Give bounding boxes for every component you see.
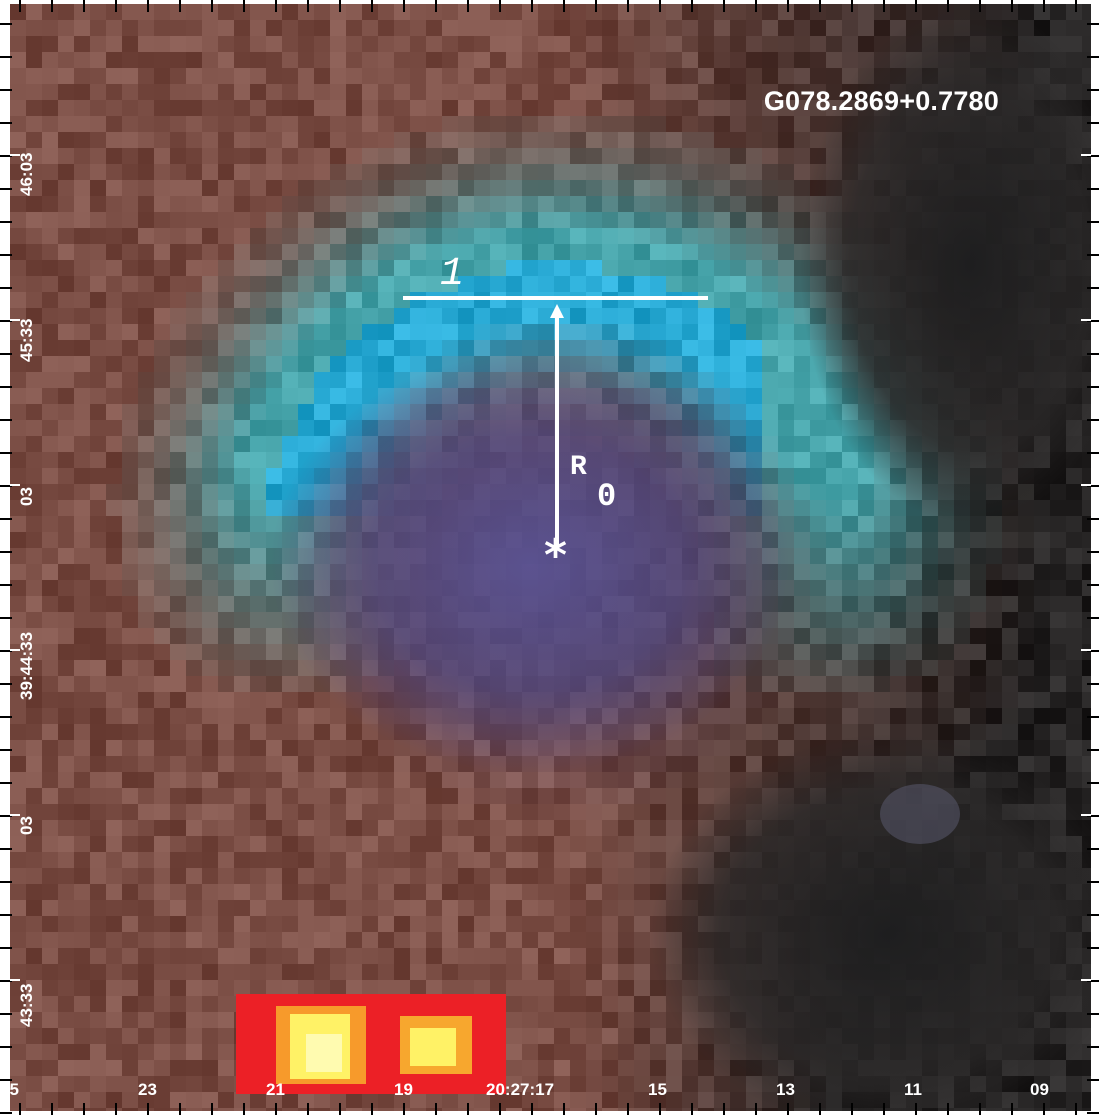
false-color-sky-image [10,4,1091,1111]
central-cavity-glow [270,354,790,774]
dark-region-right [800,4,1091,524]
pixel-map [10,4,1091,1111]
annotation-lines [403,296,708,549]
hotspot-yellow-right [410,1028,456,1066]
dark-region-lower-right [650,734,1091,1111]
radius-arrowhead [550,304,564,318]
hotspot-core-left [306,1034,342,1072]
bright-compact-source [236,994,506,1094]
faint-cloud-lower-right [880,784,960,844]
